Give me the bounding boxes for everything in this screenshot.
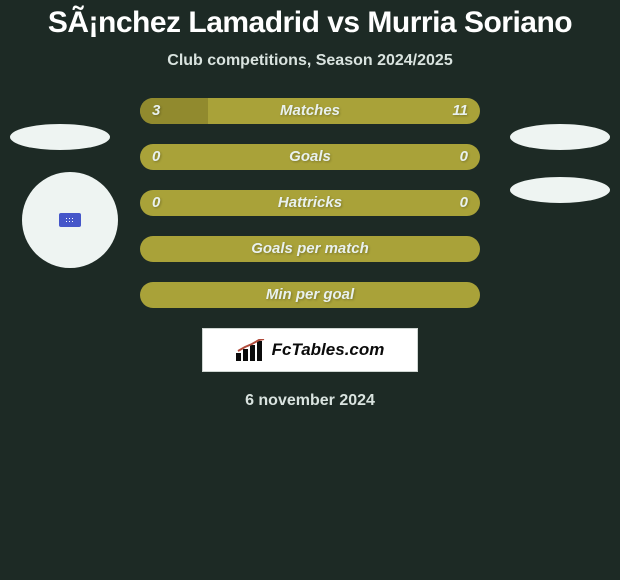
decor-ellipse-right-2 bbox=[510, 177, 610, 203]
stat-label: Goals bbox=[140, 144, 480, 170]
stat-right-value: 11 bbox=[440, 98, 480, 124]
decor-badge-left bbox=[22, 172, 118, 268]
stat-right-value bbox=[456, 282, 480, 308]
badge-icon bbox=[59, 213, 81, 227]
decor-ellipse-right-1 bbox=[510, 124, 610, 150]
stat-label: Goals per match bbox=[140, 236, 480, 262]
stat-right-value: 0 bbox=[448, 144, 480, 170]
stat-bars: 3 Matches 11 0 Goals 0 0 Hattricks 0 Goa… bbox=[140, 98, 480, 308]
date: 6 november 2024 bbox=[0, 392, 620, 410]
stat-right-value bbox=[456, 236, 480, 262]
stat-label: Hattricks bbox=[140, 190, 480, 216]
stat-bar: Min per goal bbox=[140, 282, 480, 308]
stat-right-value: 0 bbox=[448, 190, 480, 216]
stat-label: Min per goal bbox=[140, 282, 480, 308]
subtitle: Club competitions, Season 2024/2025 bbox=[0, 52, 620, 70]
logo-text: FcTables.com bbox=[272, 340, 385, 360]
bar-chart-icon bbox=[236, 339, 266, 361]
stat-bar: 0 Hattricks 0 bbox=[140, 190, 480, 216]
decor-ellipse-left-1 bbox=[10, 124, 110, 150]
stat-label: Matches bbox=[140, 98, 480, 124]
page: SÃ¡nchez Lamadrid vs Murria Soriano Club… bbox=[0, 0, 620, 410]
page-title: SÃ¡nchez Lamadrid vs Murria Soriano bbox=[0, 6, 620, 40]
stat-bar: Goals per match bbox=[140, 236, 480, 262]
stat-bar: 0 Goals 0 bbox=[140, 144, 480, 170]
logo-box: FcTables.com bbox=[202, 328, 418, 372]
stat-bar: 3 Matches 11 bbox=[140, 98, 480, 124]
